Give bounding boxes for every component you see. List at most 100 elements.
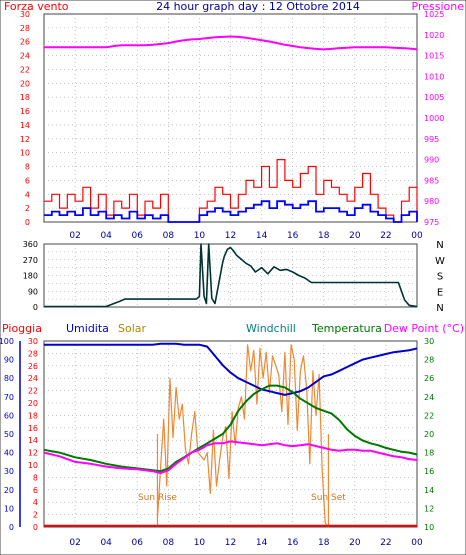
rain-tick-label: 22 [28, 387, 38, 396]
wind-tick-label: 18 [20, 93, 30, 102]
wind-tick-label: 2 [25, 204, 30, 213]
x-tick-label: 20 [349, 231, 361, 241]
rain-tick-label: 12 [28, 449, 38, 458]
humidity-tick-label: 80 [4, 374, 14, 383]
temperature-tick-label: 10 [424, 523, 434, 532]
humidity-legend: Umidita [66, 322, 109, 335]
pressure-tick-label: 1010 [424, 72, 444, 81]
pressure-tick-label: 1000 [424, 114, 444, 123]
humidity-tick-label: 50 [4, 430, 14, 439]
solar-legend: Solar [118, 322, 147, 335]
wind-tick-label: 12 [20, 135, 30, 144]
humidity-tick-label: 40 [4, 449, 14, 458]
wind-tick-label: 26 [20, 38, 30, 47]
rain-tick-label: 26 [28, 362, 38, 371]
wind-tick-label: 22 [20, 65, 30, 74]
rain-tick-label: 28 [28, 349, 38, 358]
wind-direction-line [44, 243, 418, 308]
rain-tick-label: 18 [28, 411, 38, 420]
rain-legend: Pioggia [2, 322, 42, 335]
temperature-tick-label: 22 [424, 411, 434, 420]
pressure-tick-label: 990 [424, 156, 439, 165]
windchill-legend: Windchill [246, 322, 296, 335]
rain-tick-label: 10 [28, 461, 38, 470]
direction-tick-label: 270 [23, 256, 38, 265]
rain-tick-label: 30 [28, 337, 38, 346]
compass-label: E [437, 287, 443, 298]
x-tick-label: 04 [100, 538, 112, 548]
x-tick-label: 16 [287, 538, 299, 548]
temperature-tick-label: 12 [424, 504, 434, 513]
wind-tick-label: 8 [25, 163, 30, 172]
x-tick-label: 06 [132, 538, 144, 548]
x-tick-label: 00 [411, 231, 423, 241]
direction-tick-label: 90 [28, 287, 38, 296]
wind-tick-label: 14 [20, 121, 30, 130]
temperature-tick-label: 26 [424, 374, 434, 383]
direction-tick-label: 0 [33, 303, 38, 312]
rain-tick-label: 6 [33, 486, 38, 495]
rain-tick-label: 14 [28, 436, 38, 445]
x-tick-label: 12 [225, 538, 236, 548]
wind-tick-label: 30 [20, 10, 30, 19]
sun-event-label: Sun Rise [138, 493, 177, 503]
pressure-tick-label: 975 [424, 218, 439, 227]
wind-tick-label: 4 [25, 190, 30, 199]
x-tick-label: 04 [100, 231, 112, 241]
x-tick-label: 22 [380, 538, 391, 548]
temperature-tick-label: 24 [424, 393, 434, 402]
rain-tick-label: 4 [33, 498, 38, 507]
temperature-humidity-panel: 0246810121416182022242628300102030405060… [0, 337, 434, 548]
wind-tick-label: 20 [20, 79, 30, 88]
x-tick-label: 20 [349, 538, 361, 548]
rain-tick-label: 8 [33, 473, 38, 482]
rain-tick-label: 20 [28, 399, 38, 408]
temperature-tick-label: 16 [424, 467, 434, 476]
wind-tick-label: 6 [25, 176, 30, 185]
x-tick-label: 14 [256, 538, 268, 548]
compass-label: N [436, 240, 443, 251]
pressure-tick-label: 985 [424, 176, 439, 185]
rain-tick-label: 24 [28, 374, 38, 383]
rain-tick-label: 2 [33, 511, 38, 520]
temperature-tick-label: 20 [424, 430, 434, 439]
wind-tick-label: 24 [20, 52, 30, 61]
wind-gust-line [44, 159, 418, 223]
pressure-line [44, 35, 418, 51]
temperature-legend: Temperatura [311, 322, 382, 335]
x-tick-label: 10 [194, 231, 206, 241]
compass-label: W [435, 256, 445, 267]
x-tick-label: 08 [163, 538, 175, 548]
wind-tick-label: 10 [20, 149, 30, 158]
pressure-tick-label: 1025 [424, 10, 444, 19]
rain-tick-label: 0 [33, 523, 38, 532]
wind-pressure-grid [44, 14, 417, 222]
x-tick-label: 12 [225, 231, 236, 241]
temperature-tick-label: 30 [424, 337, 434, 346]
compass-label: N [436, 303, 443, 314]
x-tick-label: 18 [318, 231, 330, 241]
temperature-tick-label: 28 [424, 356, 434, 365]
humidity-tick-label: 60 [4, 411, 14, 420]
wind-tick-label: 16 [20, 107, 30, 116]
pressure-tick-label: 1005 [424, 93, 444, 102]
wind-tick-label: 28 [20, 24, 30, 33]
humidity-line [44, 342, 418, 396]
x-tick-label: 06 [132, 231, 144, 241]
x-tick-label: 08 [163, 231, 175, 241]
solar-line [156, 344, 329, 528]
wind-direction-grid [44, 244, 417, 307]
x-tick-label: 16 [287, 231, 299, 241]
x-tick-label: 18 [318, 538, 330, 548]
compass-label: S [437, 272, 443, 283]
direction-tick-label: 360 [23, 240, 38, 249]
x-tick-label: 10 [194, 538, 206, 548]
x-tick-label: 00 [411, 538, 423, 548]
pressure-tick-label: 980 [424, 197, 439, 206]
dewpoint-line [43, 440, 418, 475]
x-tick-label: 22 [380, 231, 391, 241]
pressure-tick-label: 1015 [424, 52, 444, 61]
wind-pressure-panel: 0246810121416182022242628309759809859909… [20, 10, 445, 241]
wind-average-line [44, 200, 418, 223]
